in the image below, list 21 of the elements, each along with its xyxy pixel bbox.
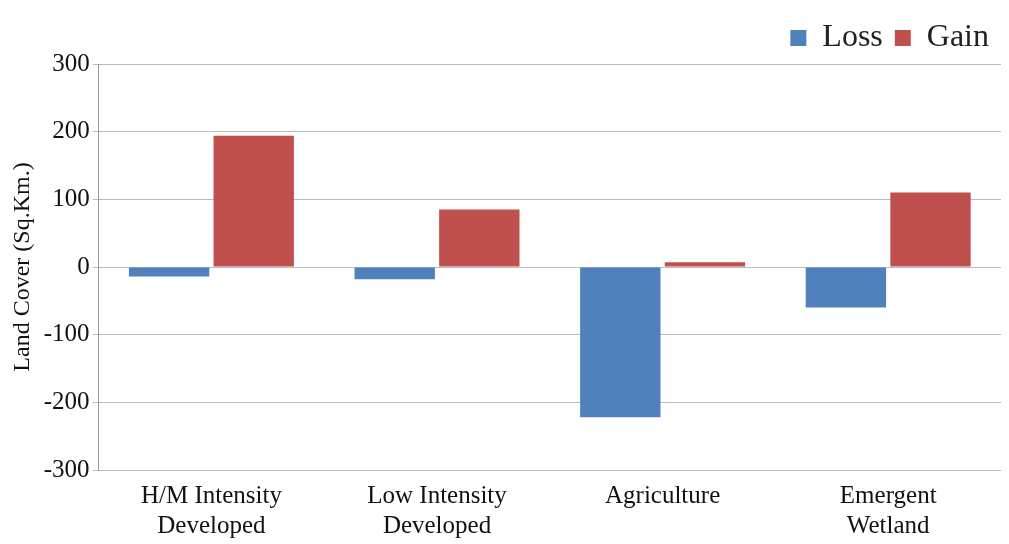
y-tick-label: -100 (43, 319, 90, 347)
bar (890, 192, 971, 267)
y-tick-label: -200 (43, 386, 90, 414)
y-tick-label: 300 (52, 48, 90, 76)
x-tick-label: Agriculture (604, 480, 721, 508)
y-tick-label: 0 (77, 251, 90, 279)
bar (580, 267, 661, 418)
y-axis-title: Land Cover (Sq.Km.) (7, 162, 34, 372)
x-tick-label: Low Intensity Developed (367, 480, 508, 538)
x-tick-label: Emergent Wetland (839, 480, 937, 538)
bar (354, 267, 435, 280)
legend-label: Loss (822, 17, 883, 54)
x-tick-label: H/M Intensity Developed (140, 480, 283, 538)
y-tick-label: 100 (52, 183, 90, 211)
bar (439, 209, 520, 267)
y-tick-label: -300 (43, 454, 90, 482)
legend-label: Gain (926, 17, 989, 54)
bar (664, 262, 746, 267)
bar (213, 135, 294, 267)
bar (805, 267, 887, 308)
y-tick-label: 200 (52, 116, 90, 144)
